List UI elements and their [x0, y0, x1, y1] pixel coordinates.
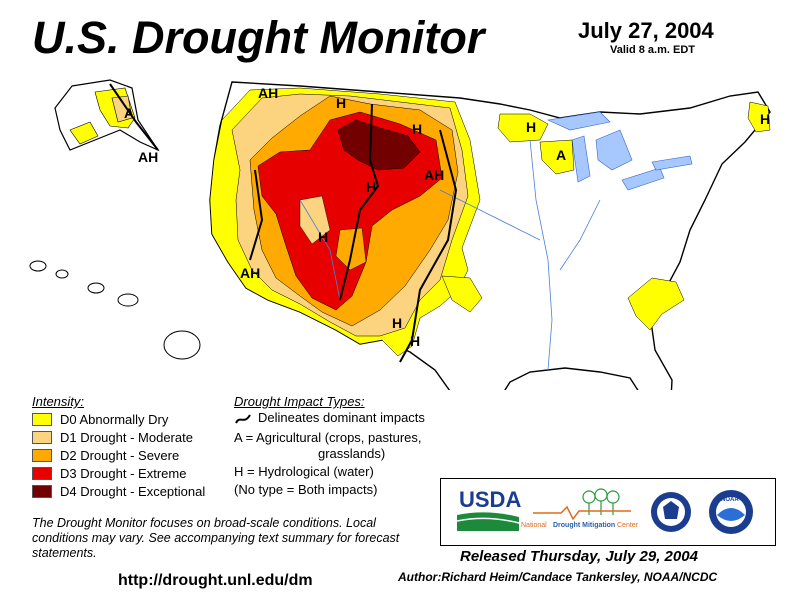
legend-label-d2: D2 Drought - Severe [60, 447, 180, 463]
alaska [54, 79, 160, 152]
label-h-michigan: H [526, 119, 536, 135]
impact-boundary-icon [235, 413, 251, 424]
ndmc-name: Drought Mitigation [553, 522, 615, 529]
noaa-logo: NOAA [709, 490, 753, 534]
texas-d0 [441, 275, 483, 313]
legend-swatch-d3 [32, 466, 52, 480]
label-h-newmexico: H [392, 315, 402, 331]
impact-line-delineates: Delineates dominant impacts [234, 410, 425, 425]
usda-logo: USDA [456, 487, 521, 531]
label-h-idaho: H [336, 95, 346, 111]
impact-lines [109, 83, 458, 363]
legend-swatch-d1 [32, 430, 52, 444]
rivers [299, 139, 601, 371]
impact-line-agricultural: A = Agricultural (crops, pastures, [234, 430, 422, 445]
map-date: July 27, 2004 [578, 18, 714, 43]
impact-heading: Drought Impact Types: [234, 394, 365, 409]
west-d4 [337, 119, 421, 171]
commerce-seal-icon [651, 492, 691, 532]
label-h-texas: H [410, 333, 420, 349]
impact-delineates-text: Delineates dominant impacts [258, 410, 425, 425]
label-ah-california: AH [240, 265, 260, 281]
impact-line-both: (No type = Both impacts) [234, 482, 378, 497]
website-url[interactable]: http://drought.unl.edu/dm [118, 572, 313, 589]
label-h-montana: H [412, 121, 422, 137]
label-h-utah: H [318, 229, 328, 245]
legend-swatch-d0 [32, 412, 52, 426]
east-d0-michigan [497, 113, 549, 143]
disclaimer-note: The Drought Monitor focuses on broad-sca… [32, 516, 400, 560]
east-d0-carolinas [627, 277, 685, 331]
alaska-d1 [111, 95, 133, 123]
impact-labels: AH H H AH H H AH H H H A H A AH [124, 85, 770, 349]
legend-item-d0: D0 Abnormally Dry [32, 411, 168, 427]
great-lakes [546, 111, 693, 191]
legend-label-d0: D0 Abnormally Dry [60, 411, 169, 427]
logo-panel: USDA National Drought Mitigation Center … [440, 478, 776, 546]
legend-label-d4: D4 Drought - Exceptional [60, 483, 206, 499]
east-d0-maine [747, 101, 771, 133]
label-ah-alaska: AH [138, 149, 158, 165]
label-h-maine: H [760, 111, 770, 127]
label-a-wisconsin: A [556, 147, 566, 163]
ndmc-logo: National Drought Mitigation Center [521, 488, 639, 529]
label-h-wyoming: H [366, 179, 376, 195]
label-ah-dakota: AH [424, 167, 444, 183]
legend-label-d1: D1 Drought - Moderate [60, 429, 193, 445]
legend-item-d3: D3 Drought - Extreme [32, 465, 186, 481]
release-date: Released Thursday, July 29, 2004 [460, 548, 698, 565]
legend-swatch-d4 [32, 484, 52, 498]
legend-swatch-d2 [32, 448, 52, 462]
noaa-text: NOAA [721, 497, 739, 503]
author-credit: Author:Richard Heim/Candace Tankersley, … [398, 570, 718, 584]
label-ah-washington: AH [258, 85, 278, 101]
legend-item-d2: D2 Drought - Severe [32, 447, 179, 463]
legend-item-d4: D4 Drought - Exceptional [32, 483, 205, 499]
legend-item-d1: D1 Drought - Moderate [32, 429, 193, 445]
legend-heading: Intensity: [32, 394, 85, 409]
map-title: U.S. Drought Monitor [32, 12, 485, 63]
ndmc-prefix: National [521, 522, 547, 529]
east-d0-wisconsin [539, 139, 575, 175]
alaska-d0-south [69, 121, 99, 145]
impact-line-grasslands: grasslands) [318, 446, 386, 461]
label-a-alaska: A [124, 105, 134, 121]
hawaii [29, 260, 201, 360]
usda-text: USDA [459, 487, 521, 512]
drought-map: AH H H AH H H AH H H H A H A AH [29, 79, 771, 390]
legend-label-d3: D3 Drought - Extreme [60, 465, 187, 481]
impact-line-hydrological: H = Hydrological (water) [234, 464, 374, 479]
valid-time: Valid 8 a.m. EDT [610, 44, 695, 56]
ndmc-suffix: Center [617, 522, 639, 529]
logo-strip: USDA National Drought Mitigation Center … [456, 487, 753, 534]
